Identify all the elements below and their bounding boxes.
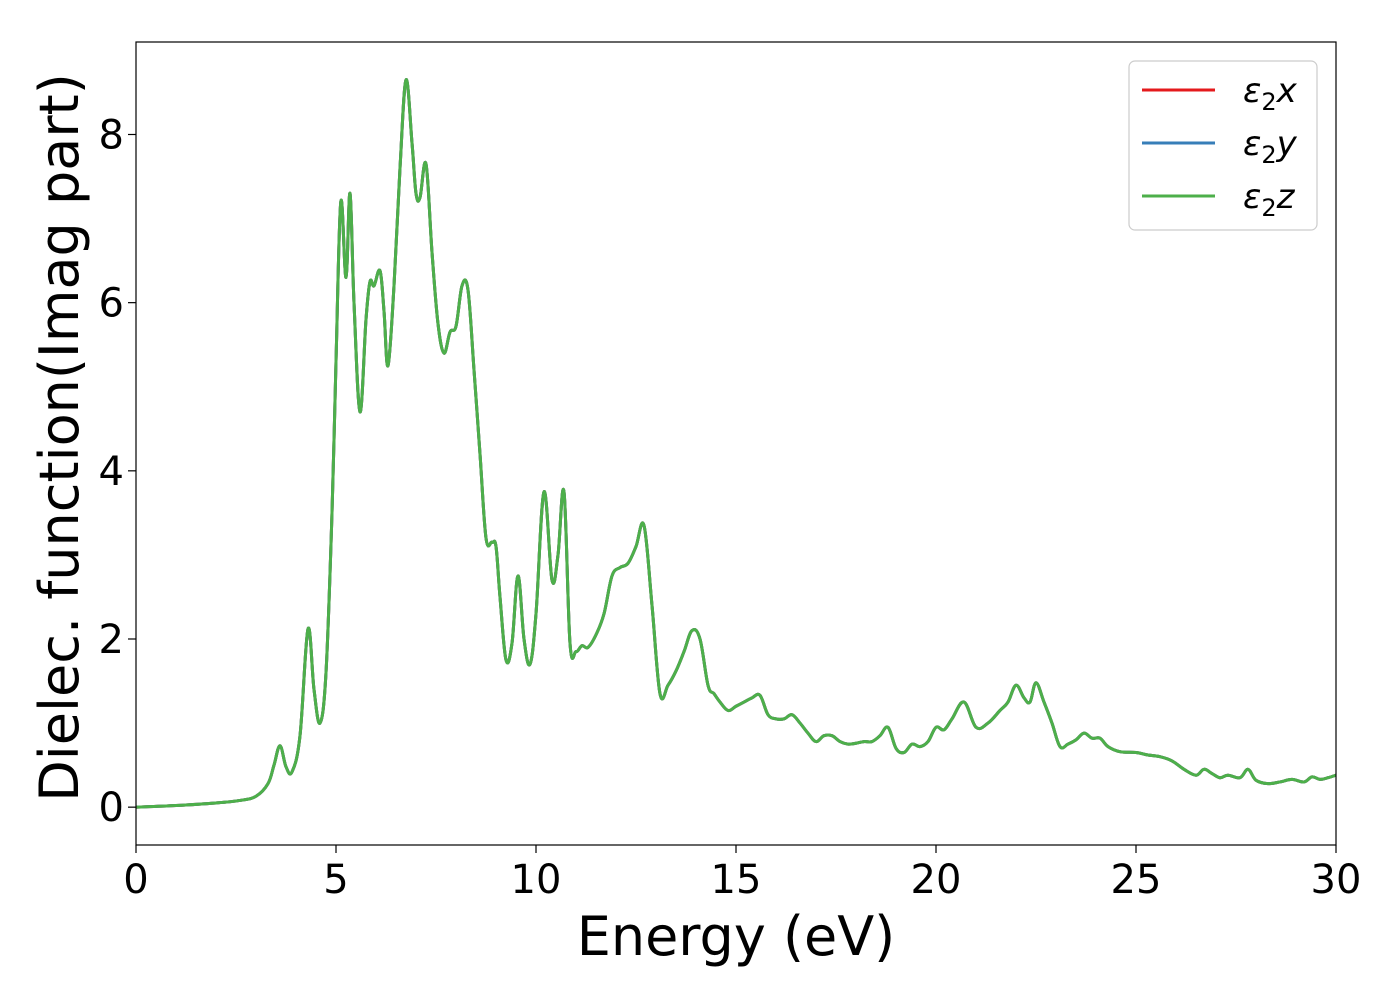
- x-tick-label: 5: [323, 857, 348, 903]
- legend: ε2x ε2y ε2z: [1128, 60, 1318, 231]
- y-tick-label: 4: [99, 449, 124, 495]
- legend-label-z: ε2z: [1243, 177, 1296, 222]
- x-axis-title: Energy (eV): [577, 905, 896, 968]
- x-tick-label: 25: [1111, 857, 1162, 903]
- y-tick-label: 8: [99, 112, 124, 158]
- y-tick-label: 2: [99, 617, 124, 663]
- y-tick-label: 6: [99, 281, 124, 327]
- legend-box: [1128, 60, 1318, 231]
- x-tick-label: 0: [123, 857, 148, 903]
- x-tick-label: 10: [511, 857, 562, 903]
- series-line-z: [136, 78, 1336, 809]
- legend-label-x: ε2x: [1243, 71, 1298, 116]
- y-axis-title: Dielec. function(Imag part): [28, 73, 91, 802]
- y-tick-label: 0: [99, 785, 124, 831]
- x-tick-label: 30: [1311, 857, 1362, 903]
- x-tick-label: 15: [711, 857, 762, 903]
- x-tick-label: 20: [911, 857, 962, 903]
- legend-label-y: ε2y: [1243, 124, 1298, 169]
